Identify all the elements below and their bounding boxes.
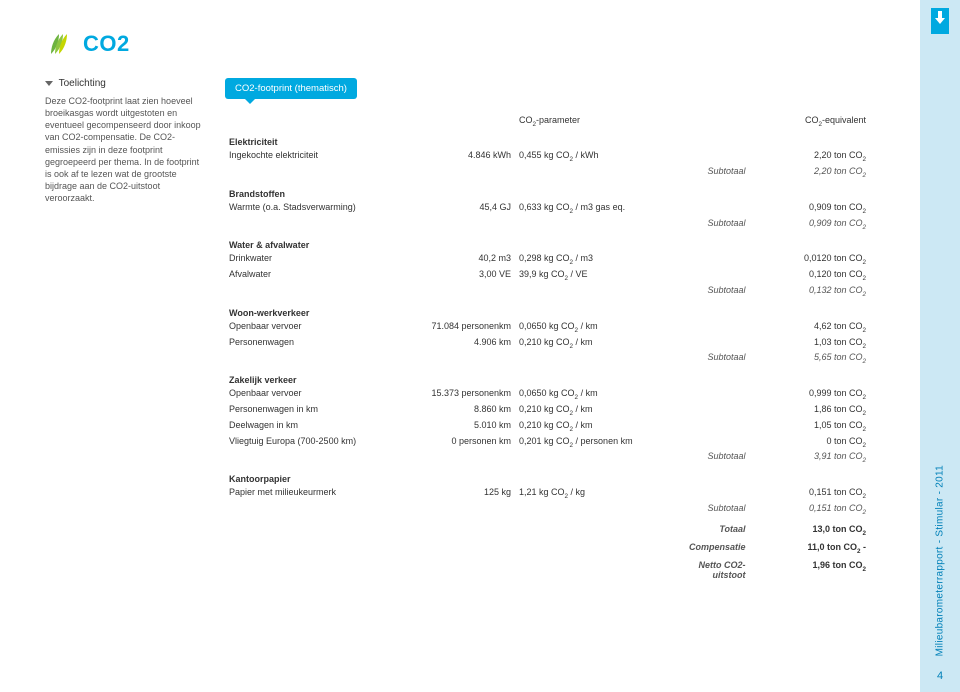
subtotal-value: 0,909 ton CO2 (750, 216, 870, 234)
row-param: 0,455 kg CO2 / kWh (515, 149, 685, 165)
row-equiv: 0,120 ton CO2 (750, 268, 870, 284)
row-amount: 8.860 km (405, 403, 515, 419)
row-label: Drinkwater (225, 252, 405, 268)
section-heading: Elektriciteit (225, 131, 870, 149)
row-param: 0,633 kg CO2 / m3 gas eq. (515, 200, 685, 216)
row-label: Warmte (o.a. Stadsverwarming) (225, 200, 405, 216)
row-equiv: 1,86 ton CO2 (750, 403, 870, 419)
row-amount: 4.906 km (405, 335, 515, 351)
subtotal-value: 3,91 ton CO2 (750, 450, 870, 468)
row-label: Openbaar vervoer (225, 319, 405, 335)
total-value: 1,96 ton CO2 (750, 556, 870, 582)
subtotal-label: Subtotaal (685, 502, 750, 520)
sidebar: Toelichting Deze CO2-footprint laat zien… (45, 78, 205, 582)
page-header: CO2 (45, 30, 960, 58)
row-equiv: 0,999 ton CO2 (750, 387, 870, 403)
subtotal-value: 2,20 ton CO2 (750, 165, 870, 183)
row-param: 0,201 kg CO2 / personen km (515, 434, 685, 450)
row-equiv: 0 ton CO2 (750, 434, 870, 450)
report-page: CO2 Toelichting Deze CO2-footprint laat … (0, 0, 960, 692)
sidebar-heading: Toelichting (45, 78, 205, 89)
row-param: 39,9 kg CO2 / VE (515, 268, 685, 284)
footprint-table: CO2-parameter CO2-equivalentElektriciteit… (225, 113, 870, 582)
row-label: Personenwagen (225, 335, 405, 351)
page-number: 4 (937, 670, 943, 682)
subtotal-label: Subtotaal (685, 351, 750, 369)
row-param: 0,210 kg CO2 / km (515, 403, 685, 419)
sidebar-paragraph: Deze CO2-footprint laat zien hoeveel bro… (45, 95, 205, 204)
subtotal-value: 0,151 ton CO2 (750, 502, 870, 520)
row-label: Deelwagen in km (225, 418, 405, 434)
row-label: Openbaar vervoer (225, 387, 405, 403)
row-equiv: 4,62 ton CO2 (750, 319, 870, 335)
total-label: Netto CO2-uitstoot (685, 556, 750, 582)
right-sidebar: Milieubarometerrapport - Stimular - 2011… (920, 0, 960, 692)
arrow-down-icon (935, 18, 945, 24)
arrow-box (931, 8, 949, 34)
col-header-equiv: CO2-equivalent (750, 113, 870, 131)
subtotal-label: Subtotaal (685, 450, 750, 468)
row-amount: 3,00 VE (405, 268, 515, 284)
row-equiv: 2,20 ton CO2 (750, 149, 870, 165)
total-value: 11,0 ton CO2 - (750, 538, 870, 556)
row-amount: 71.084 personenkm (405, 319, 515, 335)
row-param: 0,210 kg CO2 / km (515, 335, 685, 351)
subtotal-label: Subtotaal (685, 165, 750, 183)
row-amount: 4.846 kWh (405, 149, 515, 165)
section-heading: Zakelijk verkeer (225, 369, 870, 387)
section-heading: Water & afvalwater (225, 234, 870, 252)
row-amount: 0 personen km (405, 434, 515, 450)
subtotal-label: Subtotaal (685, 216, 750, 234)
row-equiv: 1,03 ton CO2 (750, 335, 870, 351)
page-title: CO2 (83, 31, 130, 57)
row-label: Afvalwater (225, 268, 405, 284)
row-label: Vliegtuig Europa (700-2500 km) (225, 434, 405, 450)
col-header-param: CO2-parameter (515, 113, 685, 131)
subtotal-value: 5,65 ton CO2 (750, 351, 870, 369)
total-label: Compensatie (685, 538, 750, 556)
total-label: Totaal (685, 520, 750, 538)
row-equiv: 0,0120 ton CO2 (750, 252, 870, 268)
total-value: 13,0 ton CO2 (750, 520, 870, 538)
document-label: Milieubarometerrapport - Stimular - 2011 (935, 465, 946, 656)
row-amount: 125 kg (405, 486, 515, 502)
row-param: 0,210 kg CO2 / km (515, 418, 685, 434)
row-label: Personenwagen in km (225, 403, 405, 419)
row-amount: 45,4 GJ (405, 200, 515, 216)
subtotal-label: Subtotaal (685, 284, 750, 302)
subtotal-value: 0,132 ton CO2 (750, 284, 870, 302)
row-param: 0,0650 kg CO2 / km (515, 319, 685, 335)
section-heading: Woon-werkverkeer (225, 302, 870, 320)
sidebar-text: Deze CO2-footprint laat zien hoeveel bro… (45, 95, 205, 204)
main-column: CO2-footprint (thematisch) CO2-parameter… (225, 78, 960, 582)
row-param: 1,21 kg CO2 / kg (515, 486, 685, 502)
leaf-icon (45, 30, 73, 58)
footprint-badge: CO2-footprint (thematisch) (225, 78, 357, 99)
content-row: Toelichting Deze CO2-footprint laat zien… (45, 78, 960, 582)
row-amount: 15.373 personenkm (405, 387, 515, 403)
triangle-down-icon (45, 81, 53, 86)
row-label: Papier met milieukeurmerk (225, 486, 405, 502)
section-heading: Brandstoffen (225, 183, 870, 201)
row-equiv: 1,05 ton CO2 (750, 418, 870, 434)
section-heading: Kantoorpapier (225, 468, 870, 486)
row-amount: 40,2 m3 (405, 252, 515, 268)
sidebar-heading-label: Toelichting (59, 78, 106, 89)
row-amount: 5.010 km (405, 418, 515, 434)
row-equiv: 0,909 ton CO2 (750, 200, 870, 216)
row-param: 0,298 kg CO2 / m3 (515, 252, 685, 268)
row-label: Ingekochte elektriciteit (225, 149, 405, 165)
row-param: 0,0650 kg CO2 / km (515, 387, 685, 403)
row-equiv: 0,151 ton CO2 (750, 486, 870, 502)
